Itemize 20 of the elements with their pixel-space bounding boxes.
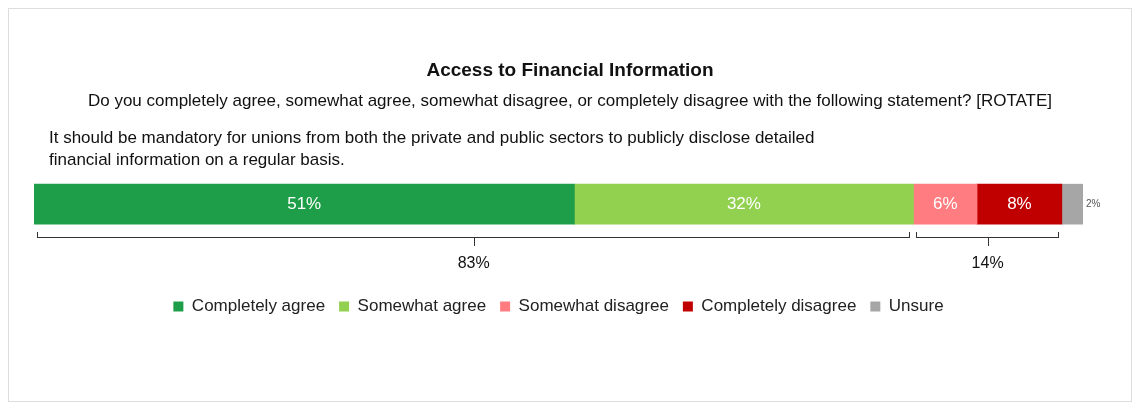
bar — [34, 183, 575, 225]
text: It should be mandatory for unions from both the private and public sectors to publicly disclose detailed financial information on a regular basis. — [49, 127, 816, 171]
legend-label: Completely agree — [191, 296, 326, 316]
chart-title: Access to Financial Information — [425, 59, 715, 81]
legend-label: Unsure — [888, 296, 944, 316]
text: 14% — [970, 254, 1005, 273]
data-label: 2% — [1086, 197, 1101, 209]
legend-label: Somewhat agree — [357, 296, 487, 316]
bar — [976, 183, 1063, 225]
data-label: 32% — [726, 193, 761, 213]
bar — [913, 183, 978, 225]
legend-label: Somewhat disagree — [518, 296, 669, 316]
data-label: 6% — [932, 193, 958, 213]
bar — [1061, 183, 1083, 225]
data-label: 8% — [1007, 193, 1032, 213]
text: 83% — [456, 254, 491, 273]
bar — [574, 183, 914, 225]
legend-label: Completely disagree — [701, 296, 857, 316]
data-label: 51% — [287, 193, 322, 213]
chart-subtitle: Do you completely agree, somewhat agree, somewhat disagree, or completely disagree with the following statement? [ROTATE] — [86, 91, 1054, 111]
